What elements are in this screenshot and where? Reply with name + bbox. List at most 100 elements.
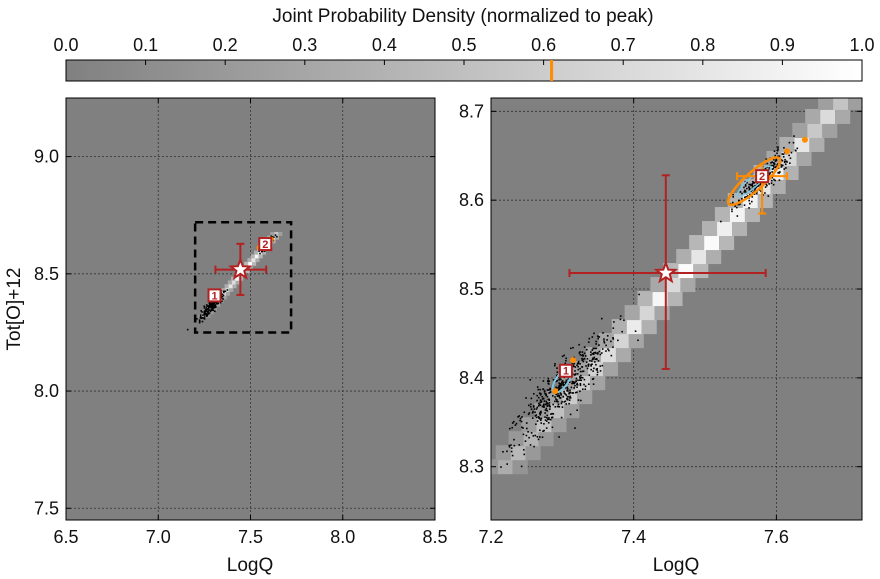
sample-point	[605, 350, 607, 352]
sample-point	[557, 389, 560, 392]
sample-point	[606, 335, 609, 337]
sample-point	[590, 354, 592, 356]
density-cell	[551, 417, 567, 433]
left-panel: 12 6.5 7.0 7.5 8.0 8.57.58.08.59.0 LogQ Tot[…	[4, 97, 448, 576]
solution-2-marker: 2	[258, 237, 273, 252]
sample-point	[566, 398, 569, 401]
sample-point	[548, 398, 550, 401]
sample-point	[598, 350, 601, 353]
sample-point	[766, 162, 769, 165]
sample-point	[568, 391, 571, 394]
sample-point	[554, 400, 556, 403]
colorbar-tick-label: 0.7	[611, 35, 636, 55]
sample-point	[556, 399, 558, 401]
density-cell	[232, 284, 237, 289]
sample-point	[557, 393, 559, 395]
sample-point	[199, 320, 201, 323]
sample-point	[573, 382, 576, 385]
sample-point	[548, 405, 551, 407]
sample-point	[773, 162, 776, 164]
solution-2-contour	[726, 156, 782, 207]
solution-1-marker: 1	[558, 363, 573, 378]
sample-point	[572, 382, 574, 384]
left-grid	[65, 98, 436, 520]
sample-point	[524, 440, 527, 442]
sample-point	[506, 450, 508, 453]
sample-point	[580, 379, 583, 382]
sample-point	[743, 204, 746, 207]
sample-point	[572, 381, 575, 383]
sample-point	[748, 186, 750, 188]
sample-point	[767, 195, 770, 197]
density-cell	[257, 250, 262, 255]
sample-point	[552, 378, 555, 381]
x-tick-label: 8.0	[330, 527, 355, 547]
sample-point	[518, 444, 521, 446]
density-cell	[247, 258, 252, 263]
density-cell	[757, 193, 773, 209]
sample-point	[545, 403, 547, 405]
sample-point	[566, 388, 569, 390]
sample-point	[765, 158, 768, 160]
sample-point	[780, 166, 783, 168]
sample-point	[600, 352, 603, 354]
density-cell	[637, 291, 653, 307]
sample-point	[749, 183, 752, 186]
sample-point	[555, 393, 557, 396]
sample-point	[596, 373, 599, 376]
sample-point	[545, 394, 547, 397]
sample-point	[754, 189, 757, 192]
density-cell	[235, 280, 240, 285]
sample-point	[212, 307, 215, 309]
sample-point	[270, 235, 273, 238]
sample-point	[792, 141, 795, 144]
colorbar-tick-label: 0.9	[770, 35, 795, 55]
density-cell	[254, 254, 259, 259]
sample-point	[209, 301, 212, 304]
sample-point	[544, 392, 546, 395]
sample-point	[581, 376, 584, 379]
sample-point	[569, 391, 572, 394]
density-cell	[744, 207, 760, 223]
sample-point	[585, 361, 588, 363]
sample-point	[771, 168, 774, 171]
sample-point	[773, 166, 775, 168]
sample-point	[553, 364, 556, 367]
x-tick-label: 8.5	[422, 527, 447, 547]
sample-point	[582, 358, 584, 361]
sample-point	[536, 399, 538, 402]
sample-point	[571, 362, 574, 365]
sample-point	[753, 181, 756, 184]
sample-point	[595, 358, 598, 360]
sample-point	[561, 400, 563, 403]
sample-point	[773, 163, 776, 166]
sample-point	[560, 393, 563, 395]
sample-point	[595, 340, 597, 343]
sample-point	[603, 338, 605, 340]
sample-point	[552, 403, 554, 406]
density-cell	[538, 431, 554, 447]
sample-point	[759, 182, 762, 185]
sample-point	[209, 303, 212, 306]
sample-point	[530, 397, 533, 400]
sample-point	[539, 393, 542, 396]
sample-point	[734, 205, 736, 207]
sample-point	[579, 390, 581, 393]
sample-point	[558, 378, 560, 381]
sample-point	[555, 374, 558, 377]
sample-point	[586, 367, 589, 370]
sample-point	[580, 399, 582, 402]
density-cell	[510, 445, 526, 461]
orange-point	[552, 388, 559, 395]
sample-point	[581, 366, 583, 368]
sample-point	[587, 365, 590, 367]
sample-point	[595, 343, 597, 345]
sample-point	[565, 398, 568, 400]
sample-point	[510, 447, 513, 449]
density-cell	[244, 261, 249, 266]
sample-point	[592, 370, 594, 372]
density-cell	[818, 98, 834, 110]
sample-point	[537, 405, 540, 407]
sample-point	[533, 445, 535, 448]
sample-point	[536, 386, 539, 388]
